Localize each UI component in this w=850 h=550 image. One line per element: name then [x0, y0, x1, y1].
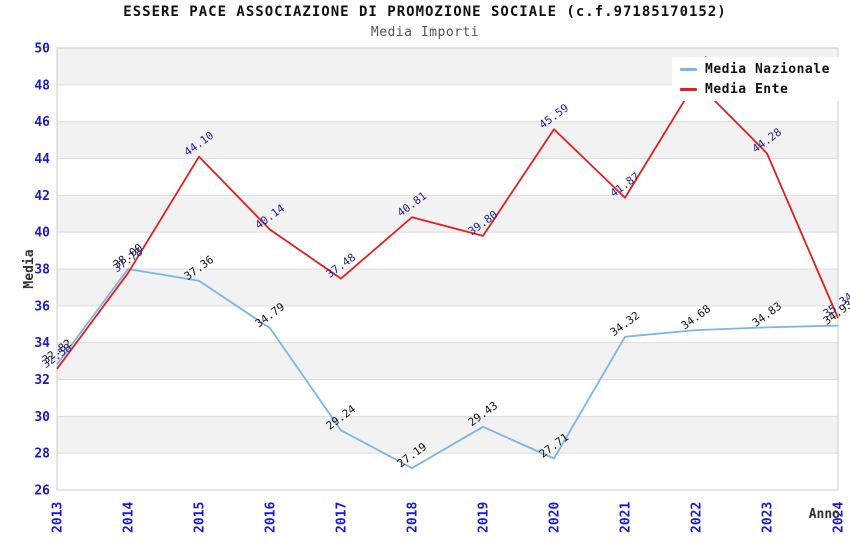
- x-tick-label: 2021: [619, 502, 634, 533]
- plot-band: [57, 342, 838, 380]
- plot-band: [57, 158, 838, 196]
- plot-band: [57, 379, 838, 417]
- y-tick-label: 38: [34, 263, 50, 278]
- x-tick-label: 2014: [122, 502, 137, 533]
- legend: Media Nazionale Media Ente: [672, 57, 848, 101]
- legend-item-media-nazionale: Media Nazionale: [672, 59, 848, 79]
- y-tick-label: 36: [34, 299, 50, 314]
- x-tick-label: 2018: [406, 502, 421, 533]
- y-tick-label: 50: [34, 42, 50, 57]
- plot-band: [57, 453, 838, 490]
- legend-label-ente: Media Ente: [705, 81, 789, 97]
- x-tick-label: 2019: [477, 502, 492, 533]
- y-tick-label: 44: [34, 152, 50, 167]
- x-tick-label: 2015: [193, 502, 208, 533]
- y-tick-label: 40: [34, 226, 50, 241]
- y-tick-label: 48: [34, 78, 50, 93]
- y-tick-label: 46: [34, 115, 50, 130]
- x-tick-label: 2016: [264, 502, 279, 533]
- legend-item-media-ente: Media Ente: [672, 79, 848, 99]
- y-tick-label: 28: [34, 447, 50, 462]
- plot-band: [57, 232, 838, 269]
- x-tick-label: 2023: [761, 502, 776, 533]
- plot-border: [56, 47, 839, 491]
- series-line-media-nazionale: [56, 268, 839, 469]
- x-tick-label: 2024: [832, 502, 847, 533]
- legend-swatch-nazionale-icon: [680, 67, 697, 71]
- plot-band: [57, 121, 838, 159]
- y-tick-label: 42: [34, 189, 50, 204]
- legend-label-nazionale: Media Nazionale: [705, 61, 830, 77]
- x-tick-label: 2020: [548, 502, 563, 533]
- plot-band: [57, 269, 838, 306]
- x-tick-label: 2017: [335, 502, 350, 533]
- y-tick-label: 30: [34, 410, 50, 425]
- y-tick-label: 26: [34, 484, 50, 499]
- chart-subtitle: Media Importi: [370, 25, 480, 40]
- y-axis-title: Media: [22, 249, 37, 288]
- x-tick-label: 2013: [51, 502, 66, 533]
- x-tick-label: 2022: [690, 502, 705, 533]
- chart-title: ESSERE PACE ASSOCIAZIONE DI PROMOZIONE S…: [123, 4, 727, 20]
- x-axis-title: Anno: [809, 507, 840, 522]
- y-tick-label: 32: [34, 373, 50, 388]
- y-tick-label: 34: [34, 336, 50, 351]
- legend-swatch-ente-icon: [680, 87, 697, 91]
- plot-band: [57, 305, 838, 343]
